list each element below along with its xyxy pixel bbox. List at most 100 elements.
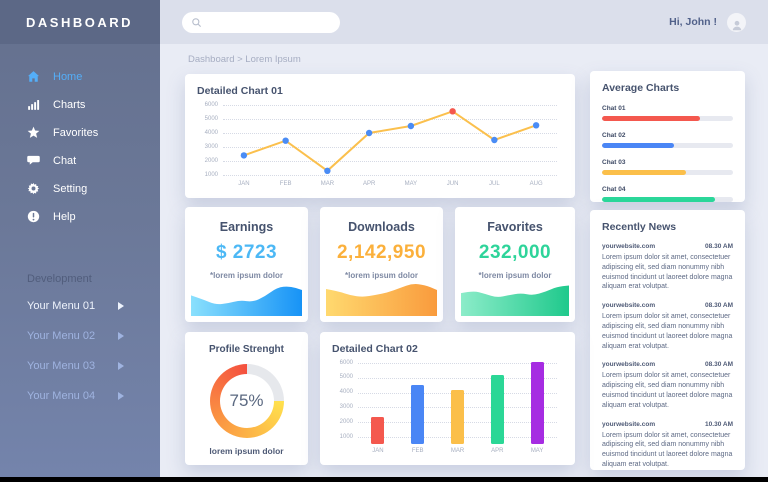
grid-line <box>223 161 557 162</box>
search-input[interactable] <box>208 16 340 28</box>
main-content: Dashboard > Lorem Ipsum Detailed Chart 0… <box>160 44 768 482</box>
x-tick-label: APR <box>491 448 504 454</box>
avatar[interactable] <box>727 12 746 32</box>
y-tick-label: 3000 <box>339 403 353 410</box>
bar <box>411 385 425 444</box>
grid-line <box>223 147 557 148</box>
dev-item-label: Your Menu 04 <box>27 390 96 402</box>
news-body: Lorem ipsum dolor sit amet, consectetuer… <box>602 254 733 291</box>
progress-label: Chat 01 <box>602 105 626 112</box>
grid-line <box>223 105 557 106</box>
news-item[interactable]: yourwebsite.com 08.30 AM Lorem ipsum dolor… <box>602 243 733 292</box>
bottom-letterbox-bar <box>0 477 768 482</box>
stat-card-earnings: Earnings $ 2723 *lorem ipsum dolor <box>185 207 308 322</box>
stat-note: *lorem ipsum dolor <box>210 271 283 280</box>
y-tick-label: 6000 <box>204 101 218 108</box>
bar <box>530 361 544 444</box>
x-tick-label: MAY <box>404 181 418 187</box>
x-tick-label: APR <box>362 181 376 187</box>
home-icon <box>27 70 40 83</box>
x-tick-label: FEB <box>411 448 424 454</box>
x-tick-label: FEB <box>279 181 292 187</box>
news-item[interactable]: yourwebsite.com 10.30 AM Lorem ipsum dolor… <box>602 421 733 470</box>
x-tick-label: JUN <box>446 181 459 187</box>
line-chart: 6000 5000 4000 3000 2000 1000 JAN FEB MAR APR MAY J… <box>197 100 563 190</box>
grid-line <box>223 175 557 176</box>
news-item[interactable]: yourwebsite.com 08.30 AM Lorem ipsum dolor… <box>602 361 733 410</box>
y-tick-label: 1000 <box>339 433 353 440</box>
chevron-right-icon <box>118 362 124 370</box>
news-item[interactable]: yourwebsite.com 08.30 AM Lorem ipsum dolor… <box>602 302 733 351</box>
average-charts-card: Average Charts Chat 01 Chat 02 Chat 03 Chat… <box>590 71 745 202</box>
sidebar-item-label: Chat <box>53 154 77 167</box>
grid-line <box>223 119 557 120</box>
sidebar-item-chat[interactable]: Chat <box>0 148 160 173</box>
x-tick-label: MAY <box>530 448 544 454</box>
news-source: yourwebsite.com <box>602 302 656 310</box>
grid-line <box>223 133 557 134</box>
data-point <box>491 136 498 144</box>
sidebar-item-your-menu-02[interactable]: Your Menu 02 <box>0 321 160 351</box>
progress-fill <box>602 143 675 148</box>
stat-title: Favorites <box>487 220 543 234</box>
news-time: 08.30 AM <box>705 243 733 250</box>
progress-group: Chat 02 <box>602 132 733 148</box>
dev-item-label: Your Menu 01 <box>27 300 96 312</box>
stat-card-favorites: Favorites 232,000 *lorem ipsum dolor <box>455 207 575 322</box>
profile-strength-card: Profile Strenght 75% lorem ipsum dolor <box>185 332 308 465</box>
stat-value: 2,142,950 <box>336 242 427 263</box>
progress-fill <box>602 170 686 175</box>
news-time: 10.30 AM <box>705 420 733 428</box>
chevron-right-icon <box>118 302 124 310</box>
sidebar: DASHBOARD Home Charts Favorites Chat Setting… <box>0 0 160 482</box>
detailed-chart-01-card: Detailed Chart 01 6000 5000 4000 3000 2000 10… <box>185 74 575 198</box>
sidebar-item-your-menu-04[interactable]: Your Menu 04 <box>0 381 160 411</box>
progress-label: Chat 03 <box>602 159 626 166</box>
y-tick-label: 4000 <box>339 389 353 396</box>
news-source: yourwebsite.com <box>602 361 656 369</box>
sidebar-item-your-menu-01[interactable]: Your Menu 01 <box>0 291 160 321</box>
sparkline-area-chart <box>191 278 302 316</box>
bar <box>490 374 504 444</box>
progress-track <box>602 116 733 121</box>
donut-chart: 75% <box>209 364 284 438</box>
stat-title: Earnings <box>219 220 274 234</box>
sidebar-item-help[interactable]: Help <box>0 204 160 229</box>
progress-group: Chat 04 <box>602 186 733 202</box>
charts-icon <box>27 98 40 111</box>
x-tick-label: MAR <box>450 448 465 454</box>
news-source: yourwebsite.com <box>602 243 656 250</box>
sidebar-item-your-menu-03[interactable]: Your Menu 03 <box>0 351 160 381</box>
sidebar-item-charts[interactable]: Charts <box>0 92 160 117</box>
x-tick-label: JUL <box>489 181 500 187</box>
stat-note: *lorem ipsum dolor <box>478 271 552 280</box>
sidebar-item-favorites[interactable]: Favorites <box>0 120 160 145</box>
x-tick-label: JAN <box>238 181 250 187</box>
progress-label: Chat 02 <box>602 132 626 139</box>
breadcrumb: Dashboard > Lorem Ipsum <box>188 54 301 65</box>
y-tick-label: 2000 <box>204 157 218 164</box>
search-icon <box>192 17 202 27</box>
news-list: yourwebsite.com 08.30 AM Lorem ipsum dolor… <box>602 243 733 470</box>
bar-chart: 6000 5000 4000 3000 2000 1000 JAN FEB MAR APR MAY <box>332 358 563 457</box>
news-body: Lorem ipsum dolor sit amet, consectetuer… <box>602 372 733 409</box>
y-tick-label: 4000 <box>204 129 218 136</box>
stat-note: *lorem ipsum dolor <box>345 271 418 280</box>
grid-line <box>358 363 557 364</box>
person-icon <box>732 20 741 30</box>
stat-value: 232,000 <box>478 242 552 263</box>
progress-fill <box>602 197 715 202</box>
sidebar-item-label: Setting <box>53 182 88 195</box>
sidebar-item-home[interactable]: Home <box>0 64 160 89</box>
sidebar-item-label: Favorites <box>53 126 99 139</box>
data-point <box>240 152 248 159</box>
dev-item-label: Your Menu 03 <box>27 360 96 372</box>
donut-caption: lorem ipsum dolor <box>209 446 284 456</box>
sidebar-section-label: Development <box>27 273 92 285</box>
search-bar[interactable] <box>182 11 340 33</box>
chevron-right-icon <box>118 332 124 340</box>
line-series <box>240 108 540 174</box>
sidebar-item-label: Home <box>53 70 83 83</box>
sidebar-item-setting[interactable]: Setting <box>0 176 160 201</box>
news-time: 08.30 AM <box>705 361 733 369</box>
